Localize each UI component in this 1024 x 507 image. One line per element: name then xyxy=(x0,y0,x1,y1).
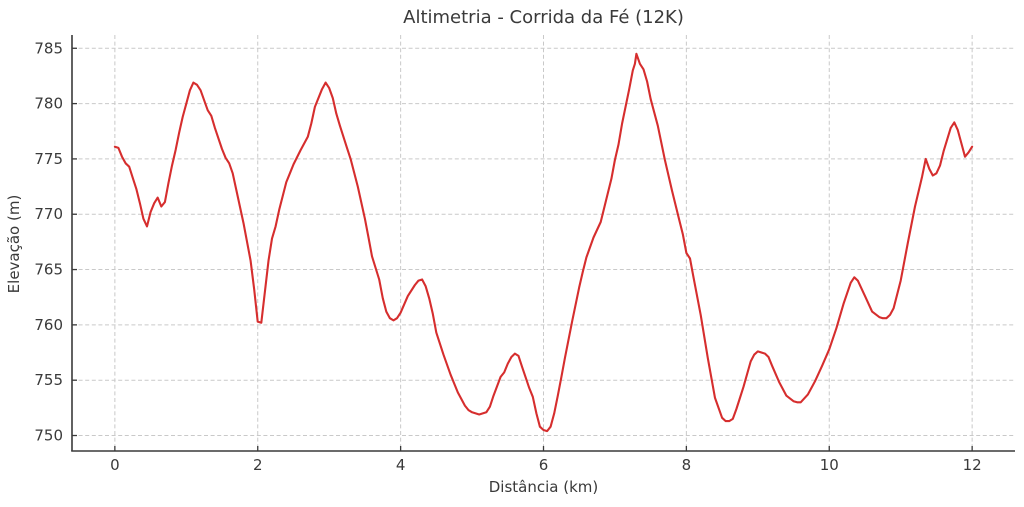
chart-title: Altimetria - Corrida da Fé (12K) xyxy=(403,7,684,28)
x-tick-label: 10 xyxy=(820,456,839,474)
y-tick-label: 765 xyxy=(34,261,63,279)
x-axis-label: Distância (km) xyxy=(488,478,599,496)
x-tick-label: 2 xyxy=(253,456,263,474)
y-tick-label: 775 xyxy=(34,150,63,168)
x-tick-label: 8 xyxy=(682,456,692,474)
x-tick-label: 6 xyxy=(539,456,549,474)
elevation-line xyxy=(113,52,974,433)
y-tick-label: 750 xyxy=(34,427,63,445)
y-axis-label: Elevação (m) xyxy=(5,194,23,294)
y-tick-label: 760 xyxy=(34,316,63,334)
y-tick-label: 755 xyxy=(34,371,63,389)
y-tick-label: 770 xyxy=(34,205,63,223)
x-tick-label: 0 xyxy=(110,456,120,474)
y-tick-label: 785 xyxy=(34,39,63,57)
x-tick-label: 4 xyxy=(396,456,406,474)
x-tick-label: 12 xyxy=(963,456,982,474)
y-tick-label: 780 xyxy=(34,95,63,113)
